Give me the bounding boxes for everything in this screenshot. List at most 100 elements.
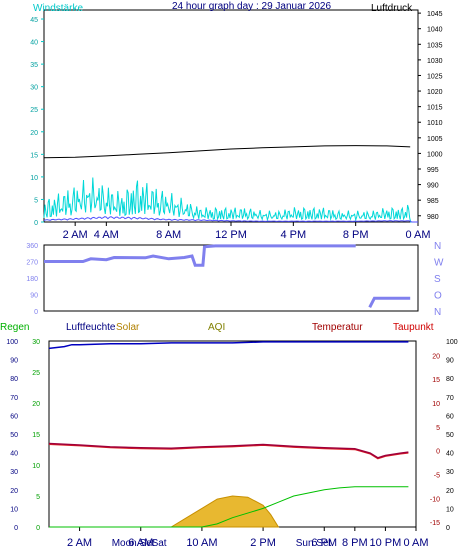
x-tick-label: 12 PM bbox=[215, 229, 247, 241]
humidity-tick-label: 70 bbox=[10, 395, 18, 402]
gust-line bbox=[43, 177, 418, 223]
x-tick-label: 6 PM bbox=[311, 537, 337, 549]
y-right-tick-label: 1035 bbox=[427, 42, 443, 49]
temp-tick-label: 15 bbox=[432, 377, 440, 384]
temp-tick-label: -15 bbox=[430, 520, 440, 527]
y-left-tick-label: 40 bbox=[30, 40, 38, 47]
temp-tick-label: -10 bbox=[430, 496, 440, 503]
humidity-tick-label: 20 bbox=[10, 488, 18, 495]
dewpoint-line bbox=[48, 444, 409, 460]
x-tick-label: 4 AM bbox=[94, 229, 119, 241]
legend-item: AQI bbox=[208, 322, 225, 333]
y-right-tick-label: 1000 bbox=[427, 151, 443, 158]
x-tick-label: 8 PM bbox=[342, 537, 368, 549]
plot-frame bbox=[43, 9, 419, 223]
aqi-tick-label: 60 bbox=[446, 413, 454, 420]
y-right-tick-label: 1010 bbox=[427, 120, 443, 127]
aqi-tick-label: 90 bbox=[446, 358, 454, 365]
temp-tick-label: 20 bbox=[432, 353, 440, 360]
y-right-tick-label: 1030 bbox=[427, 58, 443, 65]
temp-tick-label: 0 bbox=[436, 449, 440, 456]
aqi-tick-label: 0 bbox=[446, 525, 450, 532]
chart-title: 24 hour graph day : 29 Januar 2026 bbox=[172, 1, 331, 12]
y-right-label: Luftdruck bbox=[371, 3, 413, 14]
annotation: Moon Set bbox=[112, 538, 155, 549]
humidity-tick-label: 30 bbox=[10, 469, 18, 476]
y-right-tick-label: 985 bbox=[427, 198, 439, 205]
y-right-tick-label: 980 bbox=[427, 214, 439, 221]
aqi-tick-label: 70 bbox=[446, 395, 454, 402]
rain-tick-label: 0 bbox=[36, 525, 40, 532]
compass-label: W bbox=[434, 258, 444, 269]
humidity-tick-label: 100 bbox=[6, 339, 18, 346]
pressure-line bbox=[43, 145, 411, 159]
y-left-tick-label: 360 bbox=[26, 243, 38, 250]
y-right-tick-label: 1020 bbox=[427, 89, 443, 96]
y-left-tick-label: 35 bbox=[30, 62, 38, 69]
x-tick-label: 0 AM bbox=[405, 229, 430, 241]
legend-item: Luftfeuchte bbox=[66, 322, 116, 333]
y-left-tick-label: 20 bbox=[30, 130, 38, 137]
legend-item: Regen bbox=[0, 322, 29, 333]
aqi-tick-label: 30 bbox=[446, 469, 454, 476]
compass-label: O bbox=[434, 291, 442, 302]
compass-label: N bbox=[434, 241, 441, 252]
y-left-tick-label: 0 bbox=[34, 220, 38, 227]
y-right-tick-label: 1040 bbox=[427, 27, 443, 34]
y-left-tick-label: 180 bbox=[26, 276, 38, 283]
rain-tick-label: 15 bbox=[32, 432, 40, 439]
humidity-tick-label: 0 bbox=[14, 525, 18, 532]
humidity-tick-label: 40 bbox=[10, 451, 18, 458]
temp-tick-label: 10 bbox=[432, 401, 440, 408]
rain-tick-label: 20 bbox=[32, 401, 40, 408]
y-right-tick-label: 1045 bbox=[427, 11, 443, 18]
rain-tick-label: 30 bbox=[32, 339, 40, 346]
legend-item: Solar bbox=[116, 322, 140, 333]
x-tick-label: 2 AM bbox=[63, 229, 88, 241]
aqi-tick-label: 40 bbox=[446, 451, 454, 458]
aqi-tick-label: 100 bbox=[446, 339, 458, 346]
y-right-tick-label: 1005 bbox=[427, 136, 443, 143]
rain-tick-label: 5 bbox=[36, 494, 40, 501]
compass-label: N bbox=[434, 307, 441, 318]
y-right-tick-label: 990 bbox=[427, 183, 439, 190]
y-left-tick-label: 90 bbox=[30, 293, 38, 300]
x-tick-label: 4 PM bbox=[280, 229, 306, 241]
y-left-tick-label: 270 bbox=[26, 260, 38, 267]
humidity-tick-label: 60 bbox=[10, 413, 18, 420]
x-tick-label: 0 AM bbox=[403, 537, 428, 549]
temp-tick-label: 5 bbox=[436, 425, 440, 432]
x-tick-label: 2 PM bbox=[250, 537, 276, 549]
y-left-tick-label: 5 bbox=[34, 197, 38, 204]
x-tick-label: 6 AM bbox=[128, 537, 153, 549]
aqi-tick-label: 50 bbox=[446, 432, 454, 439]
temperature-line bbox=[48, 442, 409, 459]
x-tick-label: 10 AM bbox=[186, 537, 217, 549]
wind-pressure-panel: Windstärke 24 hour graph day : 29 Januar … bbox=[30, 1, 442, 241]
y-left-tick-label: 45 bbox=[30, 17, 38, 24]
humidity-tick-label: 50 bbox=[10, 432, 18, 439]
x-tick-label: 8 PM bbox=[343, 229, 369, 241]
wind-line bbox=[43, 216, 418, 223]
compass-label: S bbox=[434, 274, 441, 285]
legend-item: Temperatur bbox=[312, 322, 363, 333]
plot-frame bbox=[43, 244, 419, 312]
rain-tick-label: 25 bbox=[32, 370, 40, 377]
rain-line bbox=[49, 486, 409, 528]
aqi-tick-label: 20 bbox=[446, 488, 454, 495]
temperature-humidity-panel: Regen Luftfeuchte Solar AQI Temperatur Taupun… bbox=[0, 322, 458, 549]
y-left-label: Windstärke bbox=[33, 3, 83, 14]
y-left-tick-label: 30 bbox=[30, 85, 38, 92]
temp-tick-label: -5 bbox=[434, 473, 440, 480]
x-tick-label: 10 PM bbox=[370, 537, 402, 549]
humidity-tick-label: 10 bbox=[10, 506, 18, 513]
rain-tick-label: 10 bbox=[32, 463, 40, 470]
y-right-tick-label: 995 bbox=[427, 167, 439, 174]
annotation: Sun Set bbox=[296, 538, 332, 549]
y-left-tick-label: 25 bbox=[30, 107, 38, 114]
humidity-line bbox=[48, 341, 409, 350]
direction-line bbox=[44, 244, 356, 267]
aqi-tick-label: 10 bbox=[446, 506, 454, 513]
